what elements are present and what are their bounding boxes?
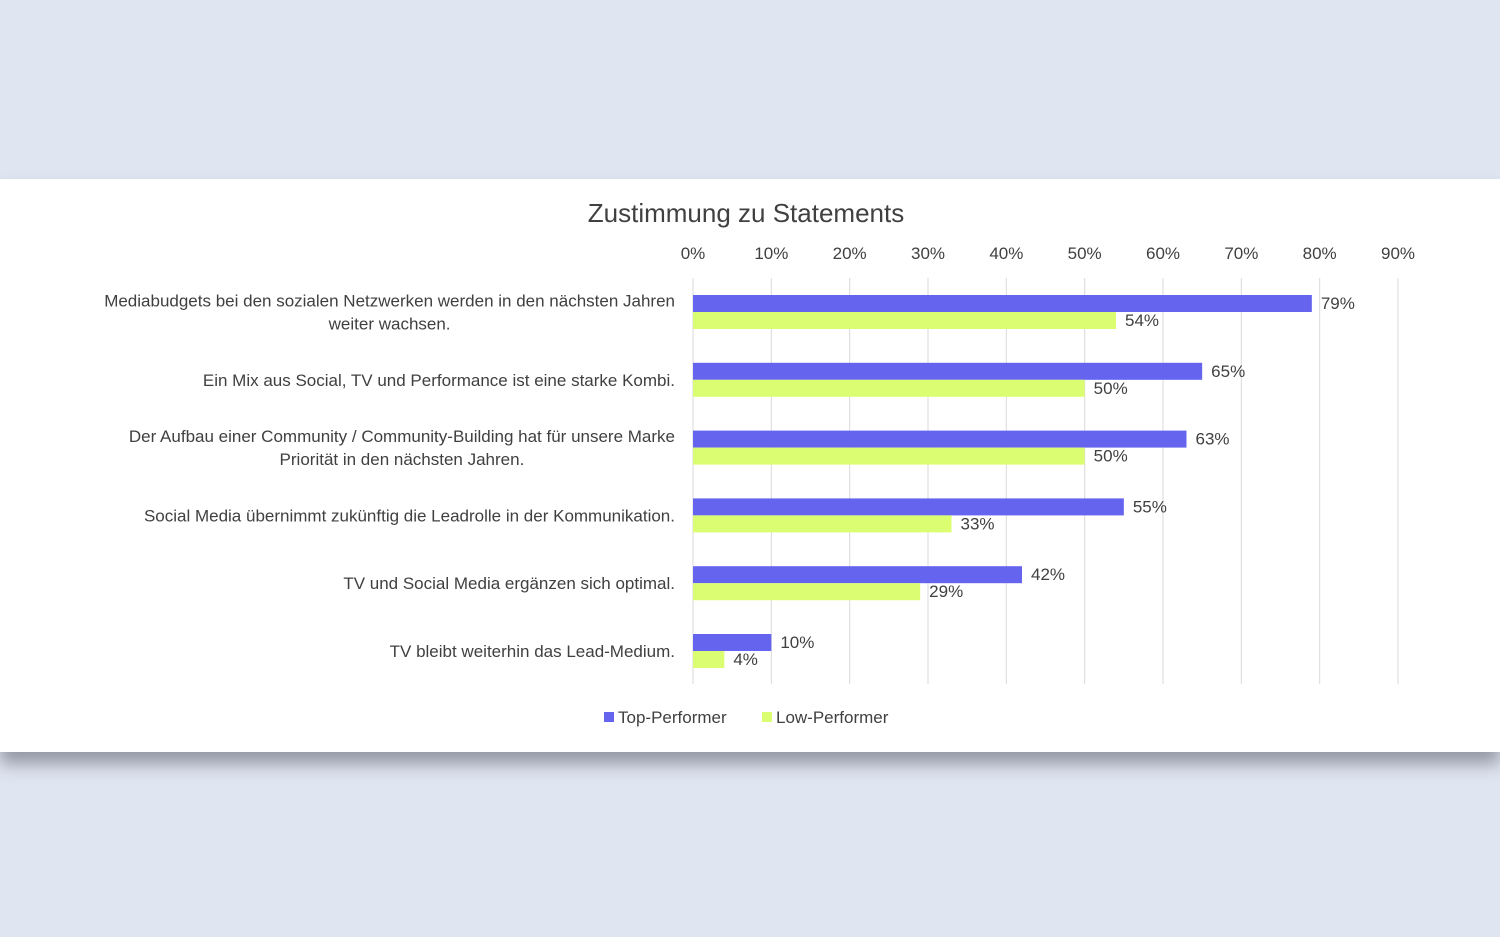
- x-tick-label: 10%: [754, 244, 788, 263]
- category-label: weiter wachsen.: [328, 315, 451, 334]
- data-label: 65%: [1211, 362, 1245, 381]
- x-tick-label: 30%: [911, 244, 945, 263]
- bar-top-performer: [693, 430, 1187, 448]
- x-tick-label: 20%: [833, 244, 867, 263]
- bar-low-performer: [693, 515, 952, 533]
- bar-low-performer: [693, 651, 725, 668]
- bar-top-performer: [693, 634, 772, 651]
- category-label: Ein Mix aus Social, TV und Performance i…: [203, 371, 675, 390]
- data-label: 50%: [1094, 379, 1128, 398]
- category-label: Der Aufbau einer Community / Community-B…: [129, 427, 675, 446]
- chart-title: Zustimmung zu Statements: [588, 198, 904, 228]
- category-label: TV bleibt weiterhin das Lead-Medium.: [390, 642, 675, 661]
- bar-top-performer: [693, 295, 1312, 312]
- x-tick-label: 40%: [989, 244, 1023, 263]
- bar-low-performer: [693, 379, 1085, 397]
- data-label: 33%: [961, 514, 995, 533]
- bar-low-performer: [693, 447, 1085, 465]
- category-label: Social Media übernimmt zukünftig die Lea…: [144, 506, 675, 525]
- bar-top-performer: [693, 566, 1022, 584]
- x-tick-label: 50%: [1068, 244, 1102, 263]
- chart-panel: Zustimmung zu Statements 0% 10% 20% 30% 40% 5…: [0, 179, 1500, 752]
- bar-low-performer: [693, 583, 921, 601]
- x-tick-label: 70%: [1224, 244, 1258, 263]
- x-tick-label: 60%: [1146, 244, 1180, 263]
- bar-top-performer: [693, 362, 1203, 380]
- x-tick-label: 0%: [681, 244, 706, 263]
- legend-swatch: [762, 712, 772, 722]
- category-label: TV und Social Media ergänzen sich optima…: [343, 574, 675, 593]
- data-label: 29%: [929, 582, 963, 601]
- data-label: 79%: [1321, 294, 1355, 313]
- x-tick-label: 80%: [1303, 244, 1337, 263]
- data-label: 4%: [733, 650, 758, 669]
- legend-label: Top-Performer: [618, 708, 727, 727]
- bar-chart: Zustimmung zu Statements 0% 10% 20% 30% 40% 5…: [104, 198, 1415, 727]
- x-tick-label: 90%: [1381, 244, 1415, 263]
- data-label: 63%: [1196, 430, 1230, 449]
- bar-low-performer: [693, 312, 1116, 329]
- data-label: 42%: [1031, 565, 1065, 584]
- bar-top-performer: [693, 498, 1124, 516]
- legend-swatch: [604, 712, 614, 722]
- category-label: Mediabudgets bei den sozialen Netzwerken…: [104, 292, 675, 311]
- category-label: Priorität in den nächsten Jahren.: [280, 450, 525, 469]
- data-label: 50%: [1094, 447, 1128, 466]
- data-label: 10%: [780, 633, 814, 652]
- legend-label: Low-Performer: [776, 708, 889, 727]
- data-label: 55%: [1133, 497, 1167, 516]
- data-label: 54%: [1125, 311, 1159, 330]
